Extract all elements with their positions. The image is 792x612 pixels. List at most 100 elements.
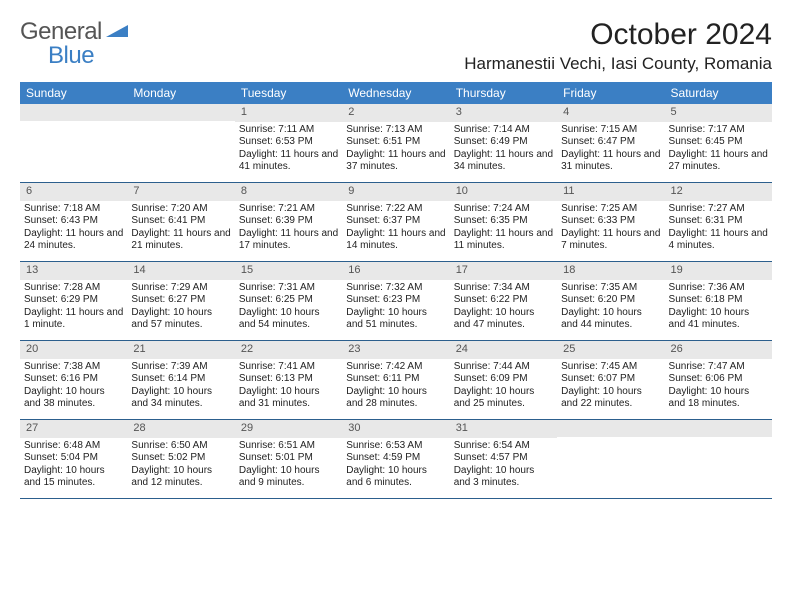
daylight-text: Daylight: 10 hours and 47 minutes. <box>454 307 553 332</box>
day-cell: 8Sunrise: 7:21 AMSunset: 6:39 PMDaylight… <box>235 183 342 261</box>
day-body: Sunrise: 7:13 AMSunset: 6:51 PMDaylight:… <box>342 122 449 176</box>
day-body: Sunrise: 7:44 AMSunset: 6:09 PMDaylight:… <box>450 359 557 413</box>
day-body: Sunrise: 7:41 AMSunset: 6:13 PMDaylight:… <box>235 359 342 413</box>
daylight-text: Daylight: 10 hours and 44 minutes. <box>561 307 660 332</box>
daylight-text: Daylight: 10 hours and 34 minutes. <box>131 386 230 411</box>
sunset-text: Sunset: 6:47 PM <box>561 136 660 149</box>
sunset-text: Sunset: 6:16 PM <box>24 373 123 386</box>
day-body: Sunrise: 7:32 AMSunset: 6:23 PMDaylight:… <box>342 280 449 334</box>
daylight-text: Daylight: 10 hours and 22 minutes. <box>561 386 660 411</box>
day-number: 18 <box>557 262 664 280</box>
day-cell: 9Sunrise: 7:22 AMSunset: 6:37 PMDaylight… <box>342 183 449 261</box>
sunset-text: Sunset: 5:01 PM <box>239 452 338 465</box>
daylight-text: Daylight: 10 hours and 57 minutes. <box>131 307 230 332</box>
sunrise-text: Sunrise: 6:54 AM <box>454 440 553 453</box>
day-body: Sunrise: 6:53 AMSunset: 4:59 PMDaylight:… <box>342 438 449 492</box>
sunset-text: Sunset: 6:13 PM <box>239 373 338 386</box>
daylight-text: Daylight: 11 hours and 7 minutes. <box>561 228 660 253</box>
sunrise-text: Sunrise: 7:25 AM <box>561 203 660 216</box>
empty-day-header <box>20 104 127 121</box>
sunset-text: Sunset: 6:14 PM <box>131 373 230 386</box>
day-cell: 7Sunrise: 7:20 AMSunset: 6:41 PMDaylight… <box>127 183 234 261</box>
logo: General Blue <box>20 18 128 46</box>
day-cell: 13Sunrise: 7:28 AMSunset: 6:29 PMDayligh… <box>20 262 127 340</box>
day-number: 20 <box>20 341 127 359</box>
header: General Blue October 2024 Harmanestii Ve… <box>20 18 772 74</box>
day-cell: 24Sunrise: 7:44 AMSunset: 6:09 PMDayligh… <box>450 341 557 419</box>
day-cell: 20Sunrise: 7:38 AMSunset: 6:16 PMDayligh… <box>20 341 127 419</box>
sunset-text: Sunset: 5:04 PM <box>24 452 123 465</box>
week-row: 6Sunrise: 7:18 AMSunset: 6:43 PMDaylight… <box>20 183 772 262</box>
day-number: 5 <box>665 104 772 122</box>
sunrise-text: Sunrise: 7:38 AM <box>24 361 123 374</box>
sunset-text: Sunset: 6:07 PM <box>561 373 660 386</box>
logo-text-blue: Blue <box>48 42 94 70</box>
weekday-label: Sunday <box>20 82 127 104</box>
daylight-text: Daylight: 11 hours and 17 minutes. <box>239 228 338 253</box>
location-text: Harmanestii Vechi, Iasi County, Romania <box>464 54 772 74</box>
sunrise-text: Sunrise: 7:17 AM <box>669 124 768 137</box>
day-cell: 26Sunrise: 7:47 AMSunset: 6:06 PMDayligh… <box>665 341 772 419</box>
day-number: 6 <box>20 183 127 201</box>
sunset-text: Sunset: 6:27 PM <box>131 294 230 307</box>
daylight-text: Daylight: 10 hours and 18 minutes. <box>669 386 768 411</box>
day-body: Sunrise: 7:42 AMSunset: 6:11 PMDaylight:… <box>342 359 449 413</box>
day-cell: 4Sunrise: 7:15 AMSunset: 6:47 PMDaylight… <box>557 104 664 182</box>
day-cell: 6Sunrise: 7:18 AMSunset: 6:43 PMDaylight… <box>20 183 127 261</box>
day-number: 31 <box>450 420 557 438</box>
day-cell: 10Sunrise: 7:24 AMSunset: 6:35 PMDayligh… <box>450 183 557 261</box>
day-cell: 21Sunrise: 7:39 AMSunset: 6:14 PMDayligh… <box>127 341 234 419</box>
day-body: Sunrise: 7:15 AMSunset: 6:47 PMDaylight:… <box>557 122 664 176</box>
day-body: Sunrise: 7:36 AMSunset: 6:18 PMDaylight:… <box>665 280 772 334</box>
day-number: 14 <box>127 262 234 280</box>
day-cell: 23Sunrise: 7:42 AMSunset: 6:11 PMDayligh… <box>342 341 449 419</box>
sunrise-text: Sunrise: 7:39 AM <box>131 361 230 374</box>
sunrise-text: Sunrise: 7:28 AM <box>24 282 123 295</box>
daylight-text: Daylight: 10 hours and 6 minutes. <box>346 465 445 490</box>
empty-day-header <box>557 420 664 437</box>
daylight-text: Daylight: 10 hours and 3 minutes. <box>454 465 553 490</box>
sunrise-text: Sunrise: 7:45 AM <box>561 361 660 374</box>
day-body: Sunrise: 7:38 AMSunset: 6:16 PMDaylight:… <box>20 359 127 413</box>
day-cell: 15Sunrise: 7:31 AMSunset: 6:25 PMDayligh… <box>235 262 342 340</box>
day-number: 21 <box>127 341 234 359</box>
sunset-text: Sunset: 6:29 PM <box>24 294 123 307</box>
daylight-text: Daylight: 10 hours and 38 minutes. <box>24 386 123 411</box>
sunrise-text: Sunrise: 7:14 AM <box>454 124 553 137</box>
day-cell: 29Sunrise: 6:51 AMSunset: 5:01 PMDayligh… <box>235 420 342 498</box>
sunset-text: Sunset: 6:35 PM <box>454 215 553 228</box>
sunset-text: Sunset: 6:51 PM <box>346 136 445 149</box>
day-number: 12 <box>665 183 772 201</box>
day-number: 19 <box>665 262 772 280</box>
weekday-header-row: SundayMondayTuesdayWednesdayThursdayFrid… <box>20 82 772 104</box>
day-number: 22 <box>235 341 342 359</box>
day-cell: 11Sunrise: 7:25 AMSunset: 6:33 PMDayligh… <box>557 183 664 261</box>
day-body: Sunrise: 7:11 AMSunset: 6:53 PMDaylight:… <box>235 122 342 176</box>
daylight-text: Daylight: 10 hours and 54 minutes. <box>239 307 338 332</box>
day-number: 15 <box>235 262 342 280</box>
day-body: Sunrise: 7:35 AMSunset: 6:20 PMDaylight:… <box>557 280 664 334</box>
sunrise-text: Sunrise: 6:51 AM <box>239 440 338 453</box>
daylight-text: Daylight: 10 hours and 41 minutes. <box>669 307 768 332</box>
day-number: 27 <box>20 420 127 438</box>
month-title: October 2024 <box>464 18 772 52</box>
sunrise-text: Sunrise: 6:48 AM <box>24 440 123 453</box>
day-body: Sunrise: 7:25 AMSunset: 6:33 PMDaylight:… <box>557 201 664 255</box>
sunrise-text: Sunrise: 6:53 AM <box>346 440 445 453</box>
daylight-text: Daylight: 10 hours and 28 minutes. <box>346 386 445 411</box>
weekday-label: Tuesday <box>235 82 342 104</box>
day-number: 26 <box>665 341 772 359</box>
day-number: 3 <box>450 104 557 122</box>
day-number: 11 <box>557 183 664 201</box>
day-body: Sunrise: 7:39 AMSunset: 6:14 PMDaylight:… <box>127 359 234 413</box>
weekday-label: Friday <box>557 82 664 104</box>
sunrise-text: Sunrise: 7:18 AM <box>24 203 123 216</box>
daylight-text: Daylight: 10 hours and 31 minutes. <box>239 386 338 411</box>
sunrise-text: Sunrise: 7:31 AM <box>239 282 338 295</box>
day-body: Sunrise: 7:21 AMSunset: 6:39 PMDaylight:… <box>235 201 342 255</box>
day-cell: 25Sunrise: 7:45 AMSunset: 6:07 PMDayligh… <box>557 341 664 419</box>
sunset-text: Sunset: 6:33 PM <box>561 215 660 228</box>
day-number: 10 <box>450 183 557 201</box>
weeks-container: 1Sunrise: 7:11 AMSunset: 6:53 PMDaylight… <box>20 104 772 499</box>
day-cell: 2Sunrise: 7:13 AMSunset: 6:51 PMDaylight… <box>342 104 449 182</box>
